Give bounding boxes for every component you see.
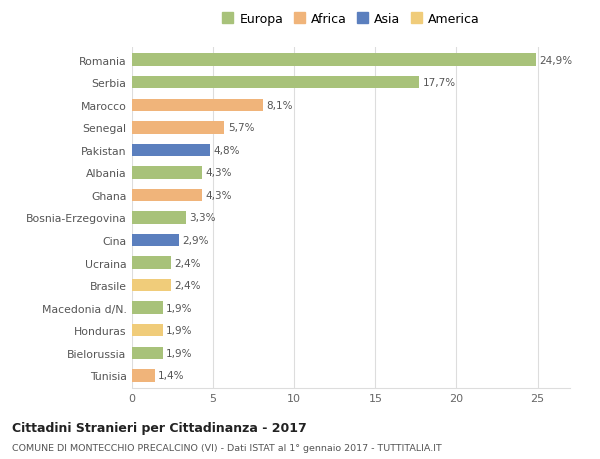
Text: 4,3%: 4,3% — [205, 168, 232, 178]
Bar — [132, 347, 163, 359]
Text: 24,9%: 24,9% — [539, 56, 572, 66]
Text: 2,9%: 2,9% — [182, 235, 209, 246]
Bar — [132, 145, 210, 157]
Text: 1,9%: 1,9% — [166, 348, 193, 358]
Text: COMUNE DI MONTECCHIO PRECALCINO (VI) - Dati ISTAT al 1° gennaio 2017 - TUTTITALI: COMUNE DI MONTECCHIO PRECALCINO (VI) - D… — [12, 443, 442, 452]
Text: 17,7%: 17,7% — [422, 78, 455, 88]
Text: 4,3%: 4,3% — [205, 190, 232, 201]
Bar — [132, 280, 171, 291]
Bar — [132, 302, 163, 314]
Text: 2,4%: 2,4% — [174, 280, 200, 291]
Text: 1,4%: 1,4% — [158, 370, 184, 381]
Bar — [132, 122, 224, 134]
Bar — [132, 167, 202, 179]
Legend: Europa, Africa, Asia, America: Europa, Africa, Asia, America — [220, 10, 482, 28]
Bar — [132, 99, 263, 112]
Text: 1,9%: 1,9% — [166, 325, 193, 336]
Text: Cittadini Stranieri per Cittadinanza - 2017: Cittadini Stranieri per Cittadinanza - 2… — [12, 421, 307, 434]
Text: 2,4%: 2,4% — [174, 258, 200, 268]
Bar — [132, 54, 536, 67]
Bar — [132, 212, 185, 224]
Text: 8,1%: 8,1% — [266, 101, 293, 111]
Bar — [132, 77, 419, 89]
Text: 5,7%: 5,7% — [228, 123, 254, 133]
Bar — [132, 325, 163, 337]
Bar — [132, 257, 171, 269]
Bar — [132, 369, 155, 382]
Bar — [132, 190, 202, 202]
Text: 4,8%: 4,8% — [213, 146, 239, 156]
Bar — [132, 235, 179, 246]
Text: 1,9%: 1,9% — [166, 303, 193, 313]
Text: 3,3%: 3,3% — [189, 213, 215, 223]
